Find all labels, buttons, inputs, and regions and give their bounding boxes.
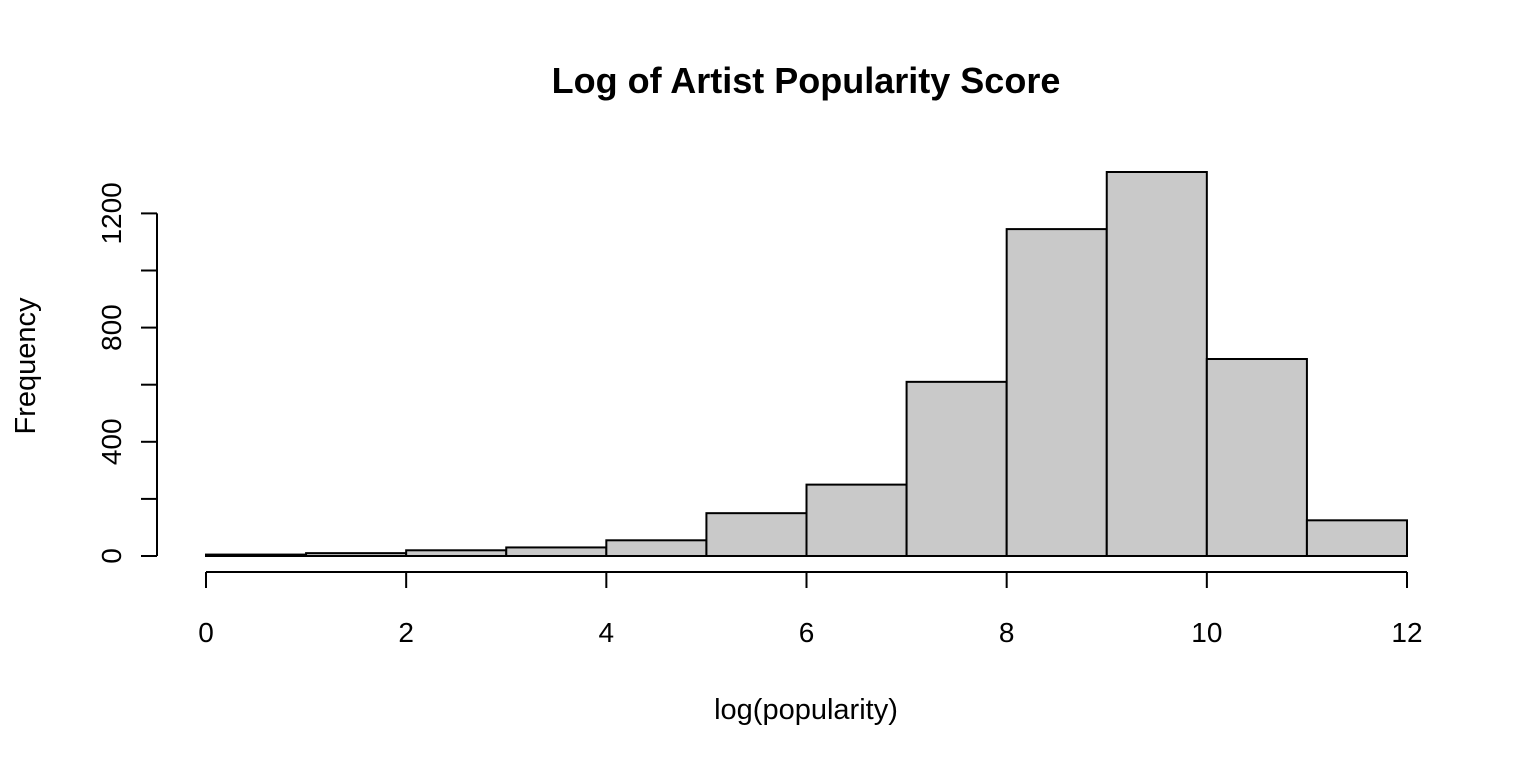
histogram-bar	[1105, 171, 1208, 557]
histogram-bar	[1305, 519, 1408, 557]
histogram-bar	[205, 553, 308, 558]
histogram-bar	[505, 546, 608, 557]
y-tick-label: 400	[96, 418, 127, 465]
histogram-bar	[805, 483, 908, 558]
x-axis: 0 2 4 6 8 10 12	[198, 571, 1423, 648]
y-tick-label: 1200	[96, 182, 127, 244]
histogram-bar	[1005, 228, 1108, 557]
y-axis: 0 400 800 1200	[96, 182, 158, 564]
x-tick-label: 4	[599, 617, 615, 648]
x-tick-label: 6	[799, 617, 815, 648]
histogram-bar	[605, 539, 708, 558]
x-tick-label: 0	[198, 617, 214, 648]
histogram-bars	[205, 171, 1408, 558]
chart-title: Log of Artist Popularity Score	[552, 60, 1061, 101]
x-tick-label: 10	[1191, 617, 1222, 648]
x-tick-label: 2	[398, 617, 414, 648]
histogram-bar	[905, 380, 1008, 557]
histogram-bar	[305, 552, 408, 557]
x-axis-label: log(popularity)	[714, 694, 898, 726]
histogram-bar	[1205, 358, 1308, 557]
y-tick-label: 800	[96, 304, 127, 351]
histogram-bar	[405, 549, 508, 558]
y-tick-label: 0	[96, 548, 127, 564]
y-axis-label: Frequency	[10, 297, 42, 435]
histogram-bar	[705, 512, 808, 558]
x-tick-label: 12	[1391, 617, 1422, 648]
x-tick-label: 8	[999, 617, 1015, 648]
